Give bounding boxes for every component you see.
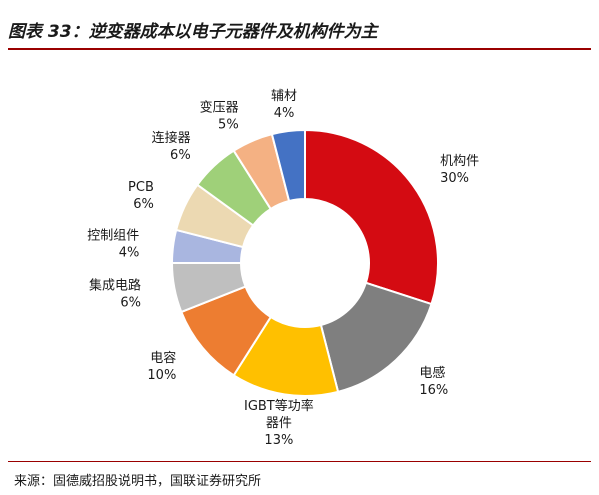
source-note: 来源：固德威招股说明书，国联证券研究所 bbox=[14, 474, 262, 489]
donut-chart: 机构件 30% 电感 16% IGBT等功率 器件 13% 电容 10% 集成电路 6% 控制组件 4%… bbox=[0, 50, 599, 460]
figure-title-bar: 图表 33：逆变器成本以电子元器件及机构件为主 bbox=[8, 8, 591, 50]
slice-value-label: 16% bbox=[419, 383, 448, 398]
donut-slice-2 bbox=[319, 281, 433, 394]
slice-label-2: 电感 16% bbox=[419, 365, 448, 398]
slice-category-label: 辅材 bbox=[271, 89, 297, 104]
slice-category-label: 集成电路 bbox=[89, 278, 141, 294]
slice-category-label: 机构件 bbox=[440, 154, 479, 169]
slice-value-label: 6% bbox=[120, 296, 141, 311]
slice-category-label: 控制组件 bbox=[87, 228, 139, 243]
slice-value-label: 13% bbox=[264, 433, 293, 448]
donut-slice-1 bbox=[304, 128, 439, 306]
slice-value-label: 4% bbox=[274, 106, 295, 121]
slice-value-label: 30% bbox=[440, 171, 469, 186]
slice-value-label: 5% bbox=[218, 118, 239, 133]
slice-category-label: 变压器 bbox=[200, 100, 239, 116]
source-rule bbox=[8, 461, 591, 462]
slice-category-label: IGBT等功率 bbox=[244, 398, 314, 414]
slice-label-4: 电容 10% bbox=[147, 350, 176, 383]
figure-title: 图表 33：逆变器成本以电子元器件及机构件为主 bbox=[8, 22, 378, 42]
slice-value-label: 10% bbox=[147, 368, 176, 383]
slice-label-9: 变压器 5% bbox=[200, 100, 239, 133]
slice-value-label: 6% bbox=[170, 148, 191, 163]
slice-category-label: 电容 bbox=[150, 350, 176, 366]
slice-value-label: 6% bbox=[133, 197, 154, 212]
slice-category-label: PCB bbox=[128, 180, 154, 195]
slice-label-7: PCB 6% bbox=[128, 180, 154, 212]
slice-category-label: 器件 bbox=[266, 416, 292, 431]
slice-label-6: 控制组件 4% bbox=[87, 228, 139, 260]
slice-category-label: 连接器 bbox=[152, 130, 191, 146]
title-rule bbox=[8, 48, 591, 50]
slice-category-label: 电感 bbox=[419, 365, 445, 381]
donut-slice-10 bbox=[270, 128, 306, 203]
slice-label-5: 集成电路 6% bbox=[89, 278, 141, 311]
slice-label-1: 机构件 30% bbox=[440, 154, 479, 186]
slice-value-label: 4% bbox=[119, 245, 140, 260]
slice-label-10: 辅材 4% bbox=[271, 89, 297, 121]
slice-label-8: 连接器 6% bbox=[152, 130, 191, 163]
